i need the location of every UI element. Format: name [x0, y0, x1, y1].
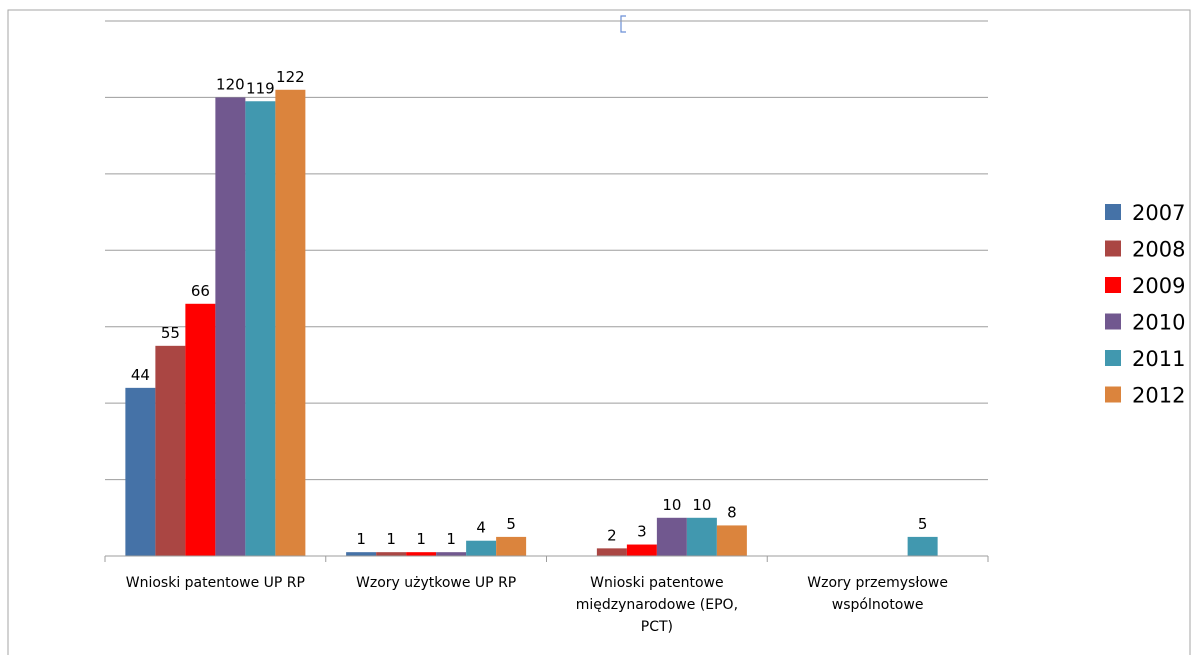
x-tick-label: Wnioski patentowe międzynarodowe (EPO, PCT…: [576, 575, 738, 635]
bar-2011-3: [686, 517, 717, 556]
data-label: 4: [476, 519, 486, 537]
data-label: 10: [662, 496, 681, 514]
data-label: 1: [416, 530, 426, 548]
bar-2007-2: [346, 552, 377, 556]
data-label: 2: [607, 526, 617, 544]
legend-label-2012: 2012: [1132, 384, 1185, 408]
legend: 2007 2008 2009 2010 2011 2012: [1105, 201, 1185, 408]
bar-2011-4: [907, 536, 938, 556]
data-label: 122: [276, 68, 305, 86]
legend-label-2007: 2007: [1132, 201, 1185, 225]
bar-2011-1: [245, 101, 276, 556]
x-axis: Wnioski patentowe UP RP Wzory użytkowe UP…: [104, 555, 989, 635]
data-label: 10: [692, 496, 711, 514]
legend-swatch-2010: [1105, 313, 1121, 330]
data-label: 5: [506, 515, 516, 533]
x-tick-label: Wnioski patentowe UP RP: [126, 575, 305, 591]
bar-2010-1: [215, 97, 246, 556]
data-label: 5: [918, 515, 928, 533]
bar-2012-1: [275, 89, 306, 557]
legend-label-2009: 2009: [1132, 274, 1185, 298]
legend-label-2011: 2011: [1132, 347, 1185, 371]
bar-2010-2: [436, 552, 467, 556]
x-tick-label: Wzory użytkowe UP RP: [356, 575, 516, 591]
legend-label-2010: 2010: [1132, 311, 1185, 335]
bar-2008-3: [596, 548, 627, 556]
data-label: 8: [727, 503, 737, 521]
legend-swatch-2009: [1105, 277, 1121, 293]
data-label: 120: [216, 75, 245, 93]
legend-swatch-2011: [1105, 350, 1121, 366]
data-label: 3: [637, 523, 647, 541]
bar-2009-1: [185, 303, 216, 556]
x-tick-label: Wzory przemysłowe wspólnotowe: [807, 575, 948, 613]
data-label: 66: [191, 282, 210, 300]
data-label: 1: [446, 530, 456, 548]
bar-2008-1: [155, 345, 186, 556]
bar-2008-2: [376, 552, 407, 556]
legend-swatch-2007: [1105, 204, 1121, 220]
data-labels-group: 44 1 55 1 2 66 1 3 120 1 10 119 4 10 5 122 5 8: [131, 68, 928, 548]
bar-2012-2: [496, 536, 527, 556]
data-label: 1: [356, 530, 366, 548]
legend-label-2008: 2008: [1132, 238, 1185, 262]
bar-2010-3: [656, 517, 687, 556]
data-label: 44: [131, 366, 150, 384]
data-label: 119: [246, 79, 275, 97]
chart-border: [7, 9, 1191, 659]
bar-2011-2: [466, 540, 497, 556]
data-label: 1: [386, 530, 396, 548]
bar-2012-3: [716, 525, 747, 556]
legend-swatch-2012: [1105, 386, 1121, 403]
bar-2009-3: [626, 544, 657, 556]
bar-2009-2: [406, 552, 437, 556]
data-label: 55: [161, 324, 180, 342]
bars-group: [125, 89, 938, 557]
text-cursor-icon: [620, 15, 626, 33]
legend-swatch-2008: [1105, 240, 1121, 257]
bar-2007-1: [125, 387, 156, 556]
